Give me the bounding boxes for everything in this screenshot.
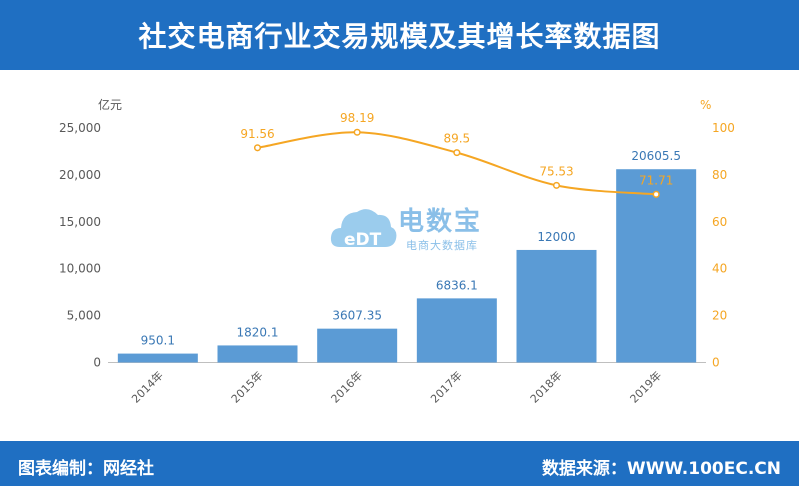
y-right-tick-labels: 100 80 60 40 20 0 bbox=[712, 121, 735, 370]
bar-data-label: 1820.1 bbox=[237, 325, 279, 339]
y-right-tick-label: 40 bbox=[712, 262, 727, 276]
line-data-label: 89.5 bbox=[443, 132, 470, 146]
x-tick-label: 2019年 bbox=[627, 368, 664, 405]
bar-data-labels: 950.1 1820.1 3607.35 6836.1 12000 20605.5 bbox=[141, 149, 681, 347]
line-point bbox=[652, 190, 660, 198]
x-tick-labels: 2014年 2015年 2016年 2017年 2018年 2019年 bbox=[128, 368, 664, 405]
x-tick-label: 2018年 bbox=[527, 368, 564, 405]
y-right-axis-label: % bbox=[700, 98, 711, 112]
x-tick-label: 2015年 bbox=[228, 368, 265, 405]
bar bbox=[117, 353, 198, 363]
footer-data-source: 数据来源：WWW.100EC.CN bbox=[541, 459, 781, 479]
y-left-tick-label: 15,000 bbox=[59, 215, 101, 229]
watermark-title: 电数宝 bbox=[398, 207, 483, 237]
y-left-tick-labels: 25,000 20,000 15,000 10,000 5,000 0 bbox=[59, 121, 101, 370]
bar bbox=[616, 169, 697, 363]
y-left-tick-label: 5,000 bbox=[67, 309, 101, 323]
line-data-labels: 91.56 98.19 89.5 75.53 71.71 bbox=[240, 111, 673, 187]
cloud-logo-icon: eDT bbox=[330, 209, 397, 250]
bar-data-label: 20605.5 bbox=[631, 149, 681, 163]
bar-data-label: 950.1 bbox=[141, 334, 175, 348]
y-left-tick-label: 20,000 bbox=[59, 168, 101, 182]
x-tick-label: 2017年 bbox=[427, 368, 464, 405]
logo-text: eDT bbox=[344, 230, 382, 250]
bar-data-label: 6836.1 bbox=[436, 278, 478, 292]
watermark-logo: eDT 电数宝 电商大数据库 bbox=[328, 195, 498, 265]
line-point bbox=[253, 144, 262, 152]
line-point bbox=[552, 181, 561, 189]
growth-rate-series bbox=[253, 128, 660, 198]
bar bbox=[217, 345, 298, 363]
y-right-tick-label: 0 bbox=[712, 356, 720, 370]
footer-bar: 图表编制：网经社 数据来源：WWW.100EC.CN bbox=[0, 441, 799, 486]
y-right-tick-label: 80 bbox=[712, 168, 727, 182]
y-right-tick-label: 60 bbox=[712, 215, 727, 229]
line-data-label: 98.19 bbox=[340, 111, 374, 125]
watermark-subtitle: 电商大数据库 bbox=[406, 239, 478, 252]
y-left-tick-label: 0 bbox=[93, 356, 101, 370]
line-data-label: 75.53 bbox=[539, 164, 573, 178]
x-tick-label: 2014年 bbox=[128, 368, 165, 405]
y-left-tick-label: 10,000 bbox=[59, 262, 101, 276]
line-point bbox=[353, 128, 361, 136]
bar-data-label: 3607.35 bbox=[332, 309, 382, 323]
bar bbox=[416, 298, 497, 363]
bar-data-label: 12000 bbox=[537, 230, 575, 244]
page-title: 社交电商行业交易规模及其增长率数据图 bbox=[138, 20, 661, 53]
y-left-tick-label: 25,000 bbox=[59, 121, 101, 135]
x-tick-label: 2016年 bbox=[328, 368, 365, 405]
y-right-tick-label: 20 bbox=[712, 309, 727, 323]
line-data-label: 91.56 bbox=[240, 127, 274, 141]
line-point bbox=[453, 149, 461, 157]
y-left-axis-label: 亿元 bbox=[98, 97, 122, 112]
bar bbox=[317, 328, 398, 363]
chart: 亿元 % 25,000 20,000 15,000 10,000 5,000 0 100 8… bbox=[59, 97, 735, 406]
footer-source-editor: 图表编制：网经社 bbox=[18, 459, 154, 479]
bar-series bbox=[117, 169, 697, 363]
bar bbox=[516, 249, 597, 363]
header-bar: 社交电商行业交易规模及其增长率数据图 bbox=[0, 0, 799, 70]
y-right-tick-label: 100 bbox=[712, 121, 735, 135]
line-data-label: 71.71 bbox=[639, 173, 673, 187]
